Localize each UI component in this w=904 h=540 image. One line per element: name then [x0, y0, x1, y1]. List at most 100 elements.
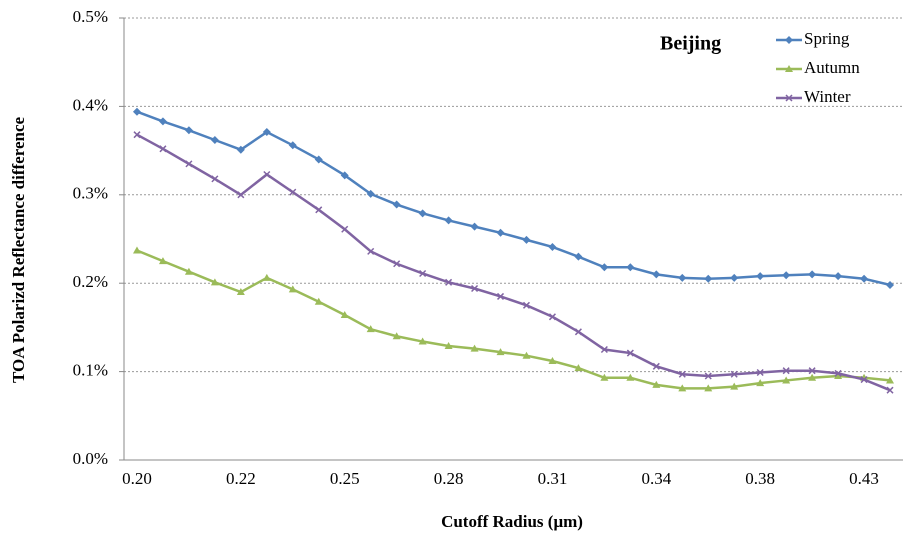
point [419, 269, 427, 278]
y-tick-label: 0.4% [73, 95, 108, 114]
point [444, 216, 453, 225]
legend-label: Spring [804, 29, 850, 48]
point [496, 292, 505, 300]
point [366, 325, 375, 333]
point [159, 145, 167, 153]
point [132, 107, 141, 116]
point [886, 386, 894, 394]
point [548, 313, 556, 321]
point [756, 272, 765, 281]
point [132, 246, 141, 254]
point [470, 222, 479, 231]
point [600, 373, 609, 381]
point [314, 155, 323, 164]
point [315, 206, 323, 214]
point [600, 263, 609, 272]
point [158, 117, 167, 126]
point [392, 200, 401, 209]
point [678, 384, 687, 392]
series-line [136, 133, 891, 392]
point [678, 370, 686, 378]
point [237, 191, 245, 199]
point [184, 267, 193, 275]
point [236, 145, 245, 154]
point [626, 263, 635, 272]
point [574, 252, 583, 261]
x-tick-label: 0.31 [538, 469, 568, 488]
point [289, 188, 297, 196]
point [418, 337, 427, 345]
point [782, 376, 791, 384]
point [756, 368, 764, 377]
point [860, 376, 868, 384]
point [392, 332, 401, 340]
point [444, 341, 453, 349]
point [341, 225, 349, 233]
x-tick-label: 0.25 [330, 469, 360, 488]
point [262, 128, 271, 137]
x-tick-label: 0.28 [434, 469, 464, 488]
point [730, 382, 739, 390]
point [496, 228, 505, 237]
point [185, 160, 193, 168]
point [288, 285, 297, 293]
point [600, 345, 608, 354]
point [626, 373, 635, 381]
point [548, 356, 557, 364]
y-tick-label: 0.3% [73, 184, 108, 203]
point [367, 247, 375, 255]
point [652, 380, 661, 388]
y-tick-label: 0.1% [73, 361, 108, 380]
y-tick-label: 0.2% [73, 272, 108, 291]
point [834, 369, 842, 377]
point [626, 349, 634, 357]
point [834, 272, 843, 281]
point [314, 297, 323, 305]
point [574, 364, 583, 372]
x-tick-label: 0.34 [641, 469, 671, 488]
legend-label: Winter [804, 87, 851, 106]
point [785, 36, 793, 44]
point [678, 273, 687, 282]
point [263, 170, 271, 178]
x-axis-label: Cutoff Radius (μm) [441, 512, 583, 531]
point [445, 278, 453, 286]
point [288, 141, 297, 150]
point [730, 370, 738, 378]
point [704, 274, 713, 283]
point [418, 209, 427, 218]
point [548, 242, 557, 251]
series-line [136, 249, 891, 390]
point [158, 257, 167, 265]
point [366, 189, 375, 198]
annotation: Beijing [660, 33, 721, 55]
point [262, 273, 271, 281]
point [133, 131, 141, 139]
point [340, 311, 349, 319]
point [785, 65, 793, 72]
point [574, 328, 582, 336]
x-tick-label: 0.43 [849, 469, 879, 488]
point [860, 274, 869, 283]
point [522, 351, 531, 359]
point [210, 135, 219, 144]
point [704, 384, 713, 392]
point [782, 367, 790, 375]
point [652, 362, 660, 370]
x-tick-label: 0.22 [226, 469, 256, 488]
point [496, 348, 505, 356]
point [522, 301, 531, 309]
legend-label: Autumn [804, 58, 860, 77]
point [236, 288, 245, 296]
y-tick-label: 0.5% [73, 7, 108, 26]
y-tick-label: 0.0% [73, 449, 108, 468]
point [652, 270, 661, 279]
point [782, 271, 791, 280]
point [886, 376, 895, 384]
point [393, 260, 401, 268]
point [834, 372, 843, 380]
point [471, 284, 479, 293]
y-axis-label: TOA Polarizd Reflectance difference [9, 117, 28, 384]
point [785, 94, 793, 102]
